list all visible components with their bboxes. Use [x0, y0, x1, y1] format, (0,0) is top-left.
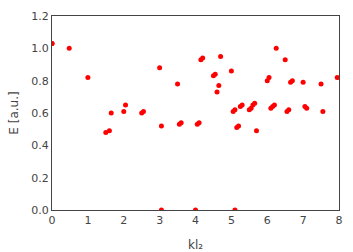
svg-text:3: 3	[156, 214, 163, 227]
svg-text:kl₂: kl₂	[188, 238, 203, 252]
svg-text:4: 4	[192, 214, 199, 227]
svg-text:1.0: 1.0	[31, 42, 49, 55]
svg-text:1.2: 1.2	[31, 10, 49, 23]
svg-text:0.2: 0.2	[31, 172, 49, 185]
svg-text:7: 7	[300, 214, 307, 227]
svg-text:5: 5	[228, 214, 235, 227]
svg-text:0.0: 0.0	[31, 204, 49, 217]
svg-text:8: 8	[336, 214, 343, 227]
svg-text:1: 1	[84, 214, 91, 227]
svg-text:E [a.u.]: E [a.u.]	[7, 91, 21, 134]
svg-text:2: 2	[120, 214, 127, 227]
svg-text:0.6: 0.6	[31, 107, 49, 120]
svg-text:6: 6	[264, 214, 271, 227]
svg-text:0.4: 0.4	[31, 139, 49, 152]
svg-text:0: 0	[49, 214, 56, 227]
svg-text:0.8: 0.8	[31, 75, 49, 88]
